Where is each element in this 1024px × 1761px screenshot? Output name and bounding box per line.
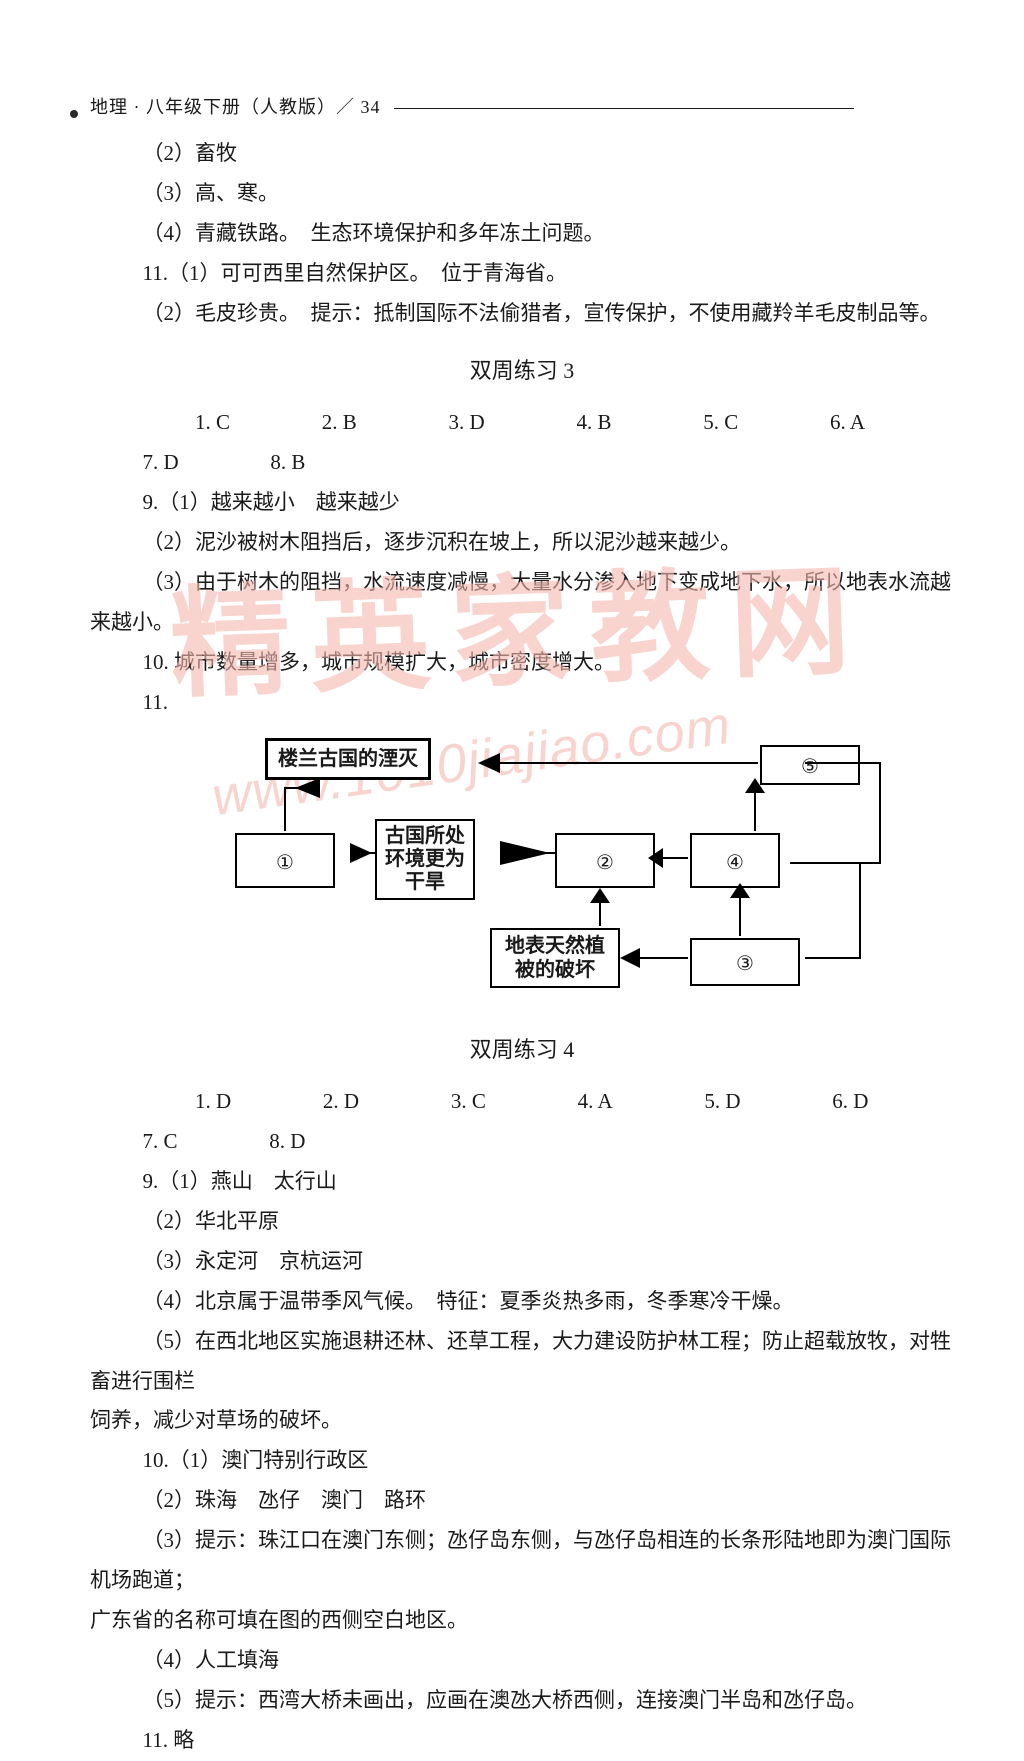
mc-item: 4. A <box>525 1082 613 1122</box>
answer-line: （2）毛皮珍贵。 提示：抵制国际不法偷猎者，宣传保护，不使用藏羚羊毛皮制品等。 <box>90 294 954 334</box>
content: （2）畜牧 （3）高、寒。 （4）青藏铁路。 生态环境保护和多年冻土问题。 11… <box>90 134 954 1760</box>
answer-line: （5）在西北地区实施退耕还林、还草工程，大力建设防护林工程；防止超载放牧，对牲畜… <box>90 1322 954 1402</box>
mc-item: 2. D <box>270 1082 359 1122</box>
answer-line: 10.（1）澳门特别行政区 <box>90 1441 954 1481</box>
header-text: 地理 · 八年级下册（人教版）／ 34 <box>90 97 381 117</box>
answer-line: 11.（1）可可西里自然保护区。 位于青海省。 <box>90 254 954 294</box>
answer-line: 10. 城市数量增多，城市规模扩大，城市密度增大。 <box>90 643 954 683</box>
header-rule <box>394 108 854 109</box>
answer-line: （3）永定河 京杭运河 <box>90 1242 954 1282</box>
mc-answers: 1. D 2. D 3. C 4. A 5. D 6. D 7. C 8. D <box>90 1082 954 1162</box>
answer-line: 9.（1）燕山 太行山 <box>90 1162 954 1202</box>
mc-item: 6. D <box>780 1082 869 1122</box>
flow-diagram: 楼兰古国的湮灭 ① 古国所处 环境更为 干旱 ② 地表天然植 被的破坏 ③ ④ … <box>200 733 940 1013</box>
answer-line-cont: 饲养，减少对草场的破坏。 <box>90 1401 954 1441</box>
mc-item: 7. C <box>90 1122 178 1162</box>
mc-item: 4. B <box>524 403 612 443</box>
mc-answers: 1. C 2. B 3. D 4. B 5. C 6. A 7. D 8. B <box>90 403 954 483</box>
answer-line: （4）北京属于温带季风气候。 特征：夏季炎热多雨，冬季寒冷干燥。 <box>90 1282 954 1322</box>
answer-line: （4）青藏铁路。 生态环境保护和多年冻土问题。 <box>90 214 954 254</box>
answer-line: （3）由于树木的阻挡，水流速度减慢，大量水分渗入地下变成地下水，所以地表水流越来… <box>90 563 954 643</box>
mc-item: 8. B <box>218 443 306 483</box>
answer-line: （2）华北平原 <box>90 1202 954 1242</box>
answer-line: （4）人工填海 <box>90 1641 954 1681</box>
mc-item: 5. C <box>651 403 739 443</box>
diagram-arrows <box>200 733 940 1013</box>
answer-line: （3）提示：珠江口在澳门东侧；氹仔岛东侧，与氹仔岛相连的长条形陆地即为澳门国际机… <box>90 1521 954 1601</box>
answer-line-cont: 广东省的名称可填在图的西侧空白地区。 <box>90 1601 954 1641</box>
answer-line: （3）高、寒。 <box>90 174 954 214</box>
mc-item: 6. A <box>777 403 865 443</box>
mc-item: 1. D <box>143 1082 232 1122</box>
mc-item: 7. D <box>90 443 179 483</box>
mc-item: 1. C <box>143 403 231 443</box>
answer-line: 9.（1）越来越小 越来越少 <box>90 483 954 523</box>
page-header: 地理 · 八年级下册（人教版）／ 34 <box>90 90 954 124</box>
answer-line: 11. 略 <box>90 1721 954 1761</box>
answer-line: （2）泥沙被树木阻挡后，逐步沉积在坡上，所以泥沙越来越少。 <box>90 523 954 563</box>
mc-item: 8. D <box>217 1122 306 1162</box>
bullet-decoration <box>70 110 78 118</box>
answer-line: （2）珠海 氹仔 澳门 路环 <box>90 1481 954 1521</box>
section-title: 双周练习 4 <box>90 1029 954 1071</box>
answer-line: （2）畜牧 <box>90 134 954 174</box>
section-title: 双周练习 3 <box>90 350 954 392</box>
mc-item: 5. D <box>652 1082 741 1122</box>
mc-item: 2. B <box>269 403 357 443</box>
answer-line: 11. <box>90 683 954 723</box>
mc-item: 3. C <box>398 1082 486 1122</box>
mc-item: 3. D <box>396 403 485 443</box>
answer-line: （5）提示：西湾大桥未画出，应画在澳氹大桥西侧，连接澳门半岛和氹仔岛。 <box>90 1681 954 1721</box>
